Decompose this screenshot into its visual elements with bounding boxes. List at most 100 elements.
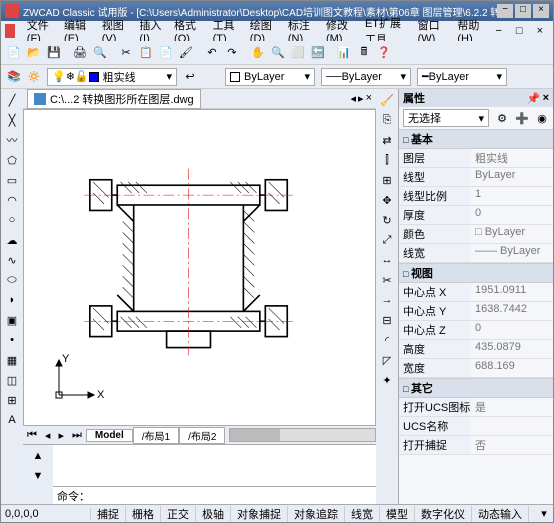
copy2-icon[interactable]: ⎘ <box>378 111 396 129</box>
drawing-area[interactable]: X Y <box>23 109 376 426</box>
prop-row[interactable]: 颜色□ ByLayer <box>399 225 553 244</box>
zoomw-icon[interactable]: ⬜ <box>289 44 307 62</box>
linetype-combo[interactable]: ── ByLayer ▾ <box>321 68 411 86</box>
extend-icon[interactable]: → <box>378 291 396 309</box>
preview-icon[interactable]: 🔍 <box>91 44 109 62</box>
prop-row[interactable]: 高度435.0879 <box>399 340 553 359</box>
copy-icon[interactable]: 📋 <box>137 44 155 62</box>
zoom-icon[interactable]: 🔍 <box>269 44 287 62</box>
maximize-button[interactable]: □ <box>515 4 531 18</box>
prop-row[interactable]: 中心点 Y1638.7442 <box>399 302 553 321</box>
polar-toggle[interactable]: 极轴 <box>196 506 231 522</box>
prop-row[interactable]: 线型比例1 <box>399 187 553 206</box>
group-basic[interactable]: 基本 <box>399 129 553 149</box>
document-tab[interactable]: C:\...2 转换图形所在图层.dwg <box>27 89 201 109</box>
pickadd-icon[interactable]: ➕ <box>513 109 531 127</box>
trim-icon[interactable]: ✂ <box>378 271 396 289</box>
status-tray-icon[interactable]: ▾ <box>535 505 553 523</box>
quicksel-icon[interactable]: ⚙ <box>493 109 511 127</box>
pan-icon[interactable]: ✋ <box>249 44 267 62</box>
osnap-toggle[interactable]: 对象捕捉 <box>231 506 288 522</box>
prop-row[interactable]: 打开捕捉否 <box>399 436 553 455</box>
lineweight-combo[interactable]: ━ ByLayer ▾ <box>417 68 507 86</box>
command-history[interactable] <box>53 445 376 486</box>
text-icon[interactable]: A <box>3 411 21 429</box>
chamfer-icon[interactable]: ◸ <box>378 351 396 369</box>
open-icon[interactable]: 📂 <box>25 44 43 62</box>
new-icon[interactable]: 📄 <box>5 44 23 62</box>
arc-icon[interactable]: ◠ <box>3 191 21 209</box>
tab-layout1[interactable]: /布局1 <box>133 427 179 444</box>
panel-close-icon[interactable]: × <box>543 92 549 105</box>
paste-icon[interactable]: 📄 <box>157 44 175 62</box>
prop-row[interactable]: 线宽—— ByLayer <box>399 244 553 263</box>
prop-row[interactable]: 厚度0 <box>399 206 553 225</box>
layer-prev-icon[interactable]: ↩ <box>181 68 199 86</box>
close-button[interactable]: × <box>533 4 549 18</box>
model-toggle[interactable]: 模型 <box>380 506 415 522</box>
dyn-toggle[interactable]: 动态输入 <box>472 506 529 522</box>
redo-icon[interactable]: ↷ <box>223 44 241 62</box>
doc-max-button[interactable]: □ <box>510 25 529 37</box>
layer-combo[interactable]: 💡 ❄ 🔓 粗实线 ▾ <box>47 68 177 86</box>
table-icon[interactable]: ⊞ <box>3 391 21 409</box>
spline-icon[interactable]: ∿ <box>3 251 21 269</box>
coordinates[interactable]: 0,0,0,0 <box>1 508 91 520</box>
save-icon[interactable]: 💾 <box>45 44 63 62</box>
tab-close-icon[interactable]: × <box>366 92 372 105</box>
region-icon[interactable]: ◫ <box>3 371 21 389</box>
calc-icon[interactable]: 🖩 <box>355 44 373 62</box>
tab-nav-left-icon[interactable]: ◂ <box>351 92 357 105</box>
prop-row[interactable]: 中心点 X1951.0911 <box>399 283 553 302</box>
ellipse-icon[interactable]: ⬭ <box>3 271 21 289</box>
tab-nav-right-icon[interactable]: ▸ <box>358 92 364 105</box>
zoomp-icon[interactable]: 🔙 <box>309 44 327 62</box>
line-icon[interactable]: ╱ <box>3 91 21 109</box>
cut-icon[interactable]: ✂ <box>117 44 135 62</box>
minimize-button[interactable]: − <box>497 4 513 18</box>
tab-next-icon[interactable]: ▸ <box>54 429 68 442</box>
prop-row[interactable]: UCS名称 <box>399 417 553 436</box>
tab-model[interactable]: Model <box>86 429 133 442</box>
doc-close-button[interactable]: × <box>531 25 549 37</box>
rect-icon[interactable]: ▭ <box>3 171 21 189</box>
mirror-icon[interactable]: ⇄ <box>378 131 396 149</box>
fillet-icon[interactable]: ◜ <box>378 331 396 349</box>
layer-mgr-icon[interactable]: 📚 <box>5 68 23 86</box>
xline-icon[interactable]: ╳ <box>3 111 21 129</box>
snap-toggle[interactable]: 捕捉 <box>91 506 126 522</box>
props-icon[interactable]: 📊 <box>335 44 353 62</box>
ellipsearc-icon[interactable]: ◗ <box>3 291 21 309</box>
tab-first-icon[interactable]: ⏮ <box>23 429 41 442</box>
selection-combo[interactable]: 无选择 ▾ <box>403 109 489 127</box>
hscrollbar[interactable] <box>229 428 376 442</box>
hatch-icon[interactable]: ▦ <box>3 351 21 369</box>
block-icon[interactable]: ▣ <box>3 311 21 329</box>
prop-row[interactable]: 打开UCS图标是 <box>399 398 553 417</box>
prop-row[interactable]: 线型ByLayer <box>399 168 553 187</box>
stretch-icon[interactable]: ↔ <box>378 251 396 269</box>
rotate-icon[interactable]: ↻ <box>378 211 396 229</box>
help-icon[interactable]: ❓ <box>375 44 393 62</box>
group-view[interactable]: 视图 <box>399 263 553 283</box>
pin-icon[interactable]: 📌 <box>527 92 541 105</box>
polygon-icon[interactable]: ⬠ <box>3 151 21 169</box>
prop-row[interactable]: 中心点 Z0 <box>399 321 553 340</box>
print-icon[interactable]: 🖨 <box>71 44 89 62</box>
revcloud-icon[interactable]: ☁ <box>3 231 21 249</box>
array-icon[interactable]: ⊞ <box>378 171 396 189</box>
tab-prev-icon[interactable]: ◂ <box>41 429 55 442</box>
lw-toggle[interactable]: 线宽 <box>345 506 380 522</box>
color-combo[interactable]: ByLayer ▾ <box>225 68 315 86</box>
match-icon[interactable]: 🖌 <box>177 44 195 62</box>
prop-row[interactable]: 图层粗实线 <box>399 149 553 168</box>
scroll-thumb[interactable] <box>230 429 280 441</box>
erase-icon[interactable]: 🧹 <box>378 91 396 109</box>
point-icon[interactable]: • <box>3 331 21 349</box>
move-icon[interactable]: ✥ <box>378 191 396 209</box>
otrack-toggle[interactable]: 对象追踪 <box>288 506 345 522</box>
explode-icon[interactable]: ✦ <box>378 371 396 389</box>
tab-last-icon[interactable]: ⏭ <box>68 429 86 442</box>
command-line[interactable]: 命令： <box>53 486 376 504</box>
ortho-toggle[interactable]: 正交 <box>161 506 196 522</box>
